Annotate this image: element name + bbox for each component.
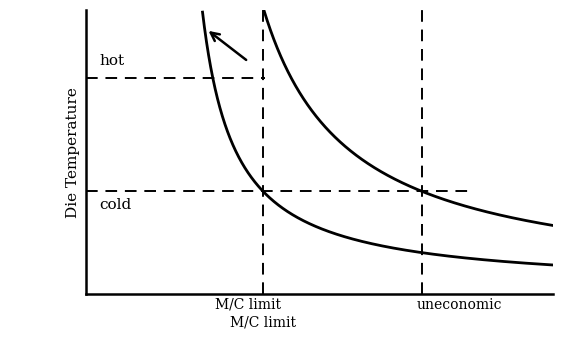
Text: uneconomic: uneconomic — [416, 298, 502, 312]
Text: M/C limit: M/C limit — [230, 316, 296, 330]
Text: M/C limit: M/C limit — [215, 298, 280, 312]
Text: hot: hot — [100, 54, 125, 68]
Text: cold: cold — [100, 198, 132, 212]
Y-axis label: Die Temperature: Die Temperature — [66, 87, 80, 218]
